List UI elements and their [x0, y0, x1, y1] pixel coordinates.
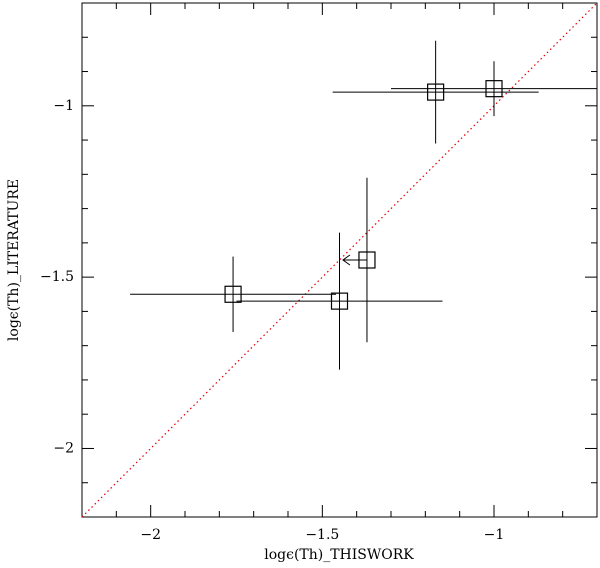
y-tick-label: −2 [53, 440, 74, 456]
x-tick-label: −2 [140, 527, 161, 543]
marker [224, 285, 242, 303]
y-tick-label: −1 [53, 98, 74, 114]
y-axis-label: logϵ(Th)_LITERATURE [6, 179, 22, 341]
plot-frame [81, 2, 598, 518]
marker [485, 80, 503, 98]
x-tick-label: −1 [484, 527, 505, 543]
y-tick-label: −1.5 [40, 269, 74, 285]
marker [358, 251, 376, 269]
marker [427, 83, 445, 101]
x-axis-label: logϵ(Th)_THISWORK [264, 547, 414, 563]
upper-limit-arrowhead [342, 254, 351, 266]
marker [330, 292, 349, 310]
x-tick-label: −1.5 [305, 527, 339, 543]
